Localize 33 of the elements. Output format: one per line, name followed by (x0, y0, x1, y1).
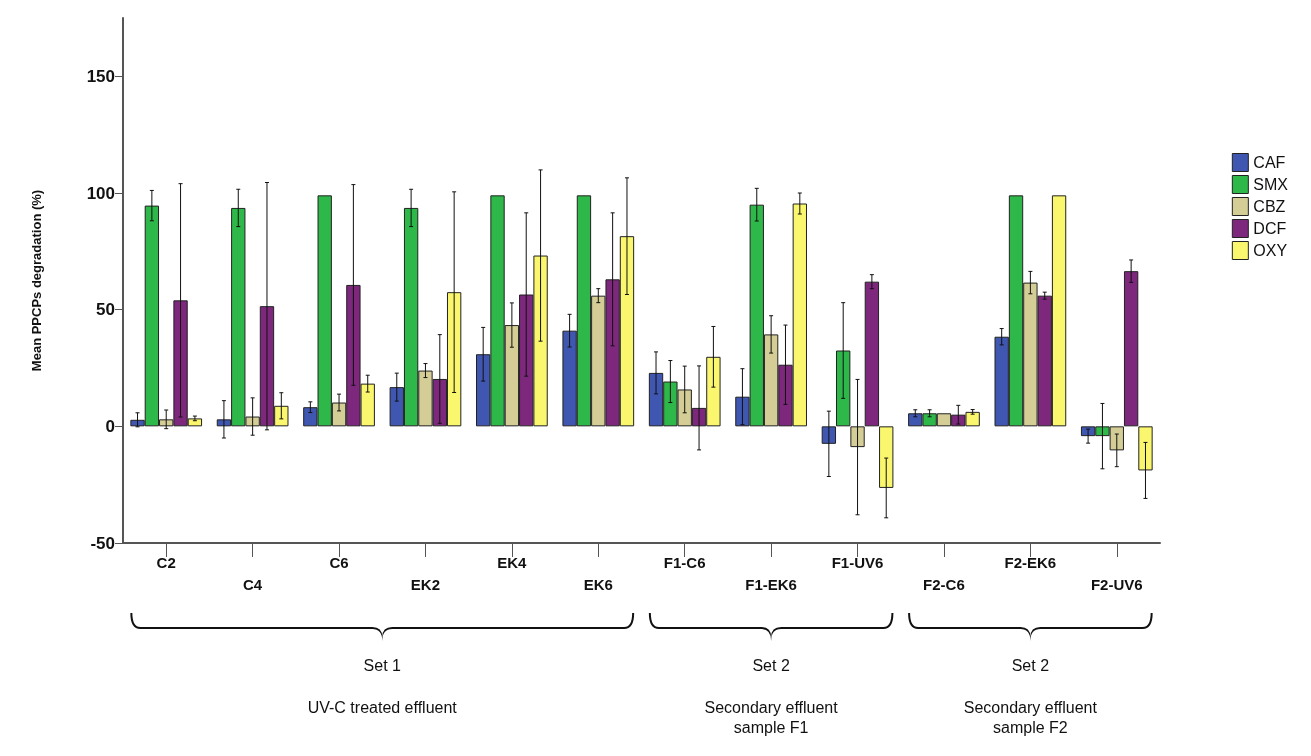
x-tick-label: C2 (156, 553, 176, 571)
x-tick-label: F1-EK6 (745, 575, 797, 593)
y-tick-label: 50 (96, 300, 115, 320)
x-tick-label: EK4 (497, 553, 528, 571)
legend-label: SMX (1253, 176, 1289, 193)
bar (864, 281, 880, 427)
text: Set 2 (1010, 656, 1051, 676)
x-tick-label: EK2 (410, 575, 441, 593)
text: Secondary effluent sample F1 (703, 698, 839, 738)
x-tick-label: C6 (329, 553, 349, 571)
legend-label: OXY (1253, 242, 1288, 259)
y-tick-label: 100 (86, 183, 115, 203)
text: Set 2 (751, 656, 791, 676)
x-tick-label: F2-C6 (923, 575, 965, 593)
text: Set 1 (362, 656, 402, 676)
x-tick-label: EK6 (583, 575, 613, 593)
x-tick-label: F1-UV6 (831, 553, 884, 571)
text: Secondary effluent sample F2 (962, 698, 1098, 738)
y-axis-title: Mean PPCPs degradation (%) (29, 189, 44, 372)
bar (1123, 271, 1139, 427)
legend-label: CAF (1253, 154, 1286, 171)
x-tick-label: F1-C6 (663, 553, 706, 571)
bar (1138, 426, 1153, 471)
y-tick-label: 0 (105, 416, 115, 436)
text: UV-C treated effluent (306, 698, 458, 718)
x-tick-label: C4 (243, 575, 263, 593)
legend-label: DCF (1253, 220, 1287, 237)
y-tick-label: 150 (86, 66, 115, 86)
bar (879, 426, 894, 488)
x-tick-label: F2-EK6 (1004, 553, 1057, 571)
x-tick-label: F2-UV6 (1090, 575, 1143, 593)
y-tick-label: -50 (90, 533, 115, 553)
legend-label: CBZ (1253, 198, 1286, 215)
